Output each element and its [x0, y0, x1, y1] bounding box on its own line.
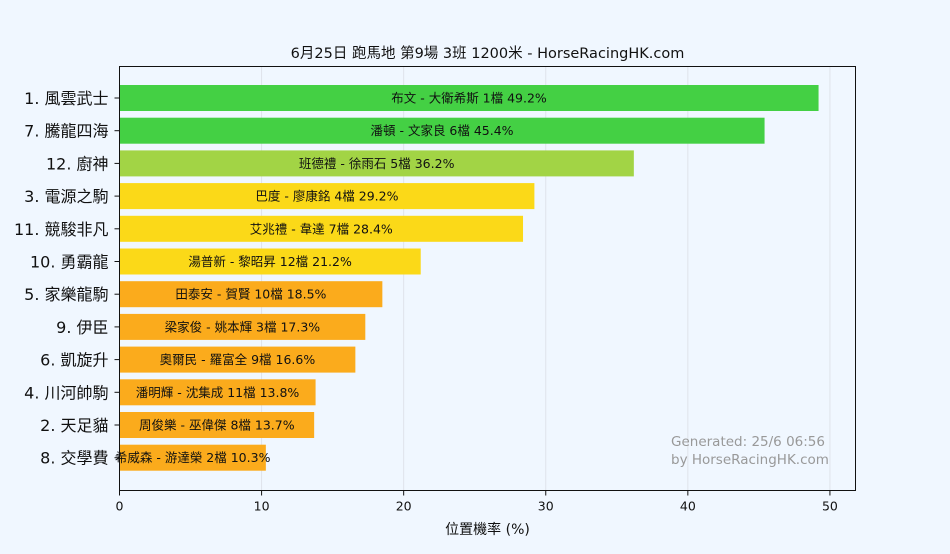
x-tick-label: 10 [254, 499, 270, 514]
bar [119, 248, 421, 275]
bar [119, 444, 266, 471]
category-label: 9. 伊臣 [56, 318, 108, 337]
bar [119, 117, 765, 144]
x-tick-label: 50 [822, 499, 838, 514]
category-label: 2. 天足貓 [40, 416, 108, 435]
bar [119, 379, 316, 406]
category-label: 12. 廚神 [46, 154, 109, 173]
bar-label: 奧爾民 - 羅富全 9檔 16.6% [160, 352, 316, 367]
plot-frame [119, 66, 856, 491]
bar [119, 183, 535, 210]
x-axis-label: 位置機率 (%) [445, 521, 530, 538]
bar [119, 85, 819, 111]
bar [119, 313, 366, 340]
category-label: 1. 風雲武士 [24, 89, 108, 108]
bar-label: 潘頓 - 文家良 6檔 45.4% [370, 123, 513, 138]
watermark-text: by HorseRacingHK.com [671, 452, 829, 468]
category-label: 11. 競駿非凡 [14, 220, 109, 239]
x-tick-label: 0 [116, 499, 124, 514]
bar-label: 梁家俊 - 姚本輝 3檔 17.3% [165, 319, 321, 334]
category-label: 10. 勇霸龍 [30, 253, 109, 272]
category-label: 5. 家樂龍駒 [24, 285, 108, 304]
category-label: 6. 凱旋升 [40, 351, 108, 370]
bar [119, 412, 315, 438]
bar-label: 班德禮 - 徐雨石 5檔 36.2% [299, 156, 455, 171]
x-tick-label: 30 [538, 499, 554, 514]
category-label: 7. 騰龍四海 [24, 122, 108, 141]
bar-label: 希威森 - 游達榮 2檔 10.3% [115, 450, 271, 465]
bar-label: 潘明輝 - 沈集成 11檔 13.8% [136, 385, 300, 400]
bar-label: 艾兆禮 - 韋達 7檔 28.4% [250, 221, 393, 236]
bar-label: 周俊樂 - 巫偉傑 8檔 13.7% [139, 418, 295, 433]
category-label: 4. 川河帥駒 [24, 383, 108, 402]
watermark-text: Generated: 25/6 06:56 [671, 434, 825, 450]
bar [119, 215, 524, 242]
bar [119, 150, 634, 177]
category-label: 3. 電源之駒 [24, 187, 108, 206]
bar-label: 田泰安 - 賀賢 10檔 18.5% [175, 287, 326, 302]
bar-label: 巴度 - 廖康銘 4檔 29.2% [255, 189, 398, 204]
bar-label: 湯普新 - 黎昭昇 12檔 21.2% [188, 254, 352, 269]
bar [119, 281, 383, 308]
x-tick-label: 20 [396, 499, 412, 514]
bar-label: 布文 - 大衛希斯 1檔 49.2% [391, 91, 547, 106]
x-tick-label: 40 [680, 499, 696, 514]
category-label: 8. 交學費 [40, 449, 108, 468]
chart-title: 6月25日 跑馬地 第9場 3班 1200米 - HorseRacingHK.c… [291, 44, 685, 62]
bar [119, 346, 356, 373]
